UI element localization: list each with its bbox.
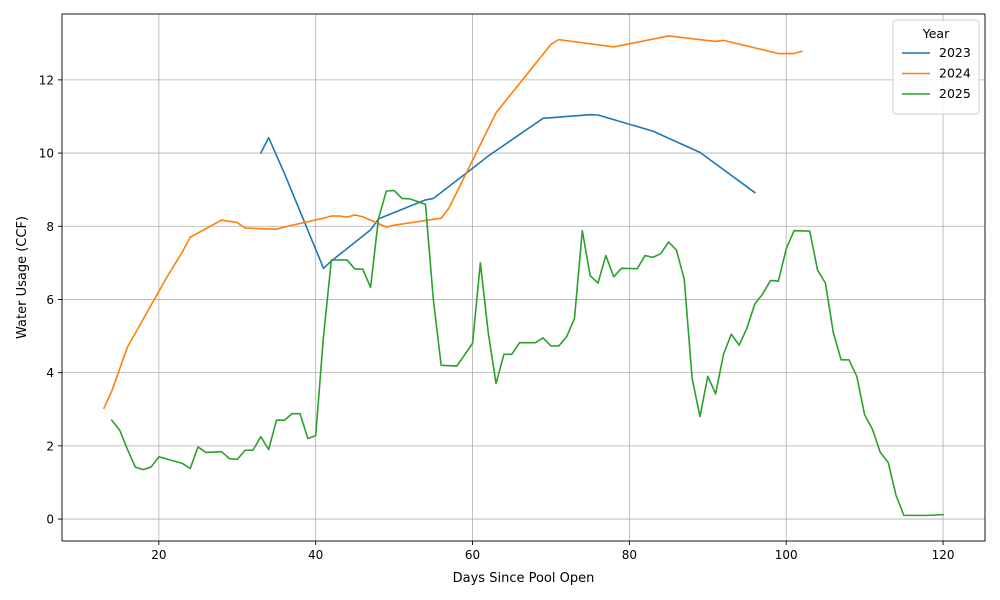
legend-title: Year <box>922 26 950 41</box>
y-tick-label: 10 <box>39 147 54 161</box>
y-tick-label: 12 <box>39 73 54 87</box>
legend-box <box>892 19 980 115</box>
x-tick-label: 100 <box>775 548 798 562</box>
x-tick-label: 40 <box>308 548 323 562</box>
x-tick-label: 80 <box>622 548 637 562</box>
y-tick-label: 0 <box>46 513 54 527</box>
y-tick-label: 6 <box>46 293 54 307</box>
y-tick-label: 4 <box>46 366 54 380</box>
x-tick-label: 120 <box>932 548 955 562</box>
series-layer <box>102 35 944 517</box>
x-tick-label: 60 <box>465 548 480 562</box>
legend: Year 2023 2024 2025 <box>892 19 980 115</box>
series-line-2024 <box>102 35 803 410</box>
series-line-2023 <box>259 113 756 270</box>
legend-label-2025: 2025 <box>939 86 971 101</box>
y-tick-label: 8 <box>46 220 54 234</box>
ticks: 20 40 60 80 100 120 0 2 4 6 8 10 12 <box>39 73 955 562</box>
y-axis-label: Water Usage (CCF) <box>15 216 30 339</box>
series-line-2025 <box>110 189 944 517</box>
legend-label-2024: 2024 <box>939 66 971 81</box>
plot-frame <box>61 13 986 542</box>
y-tick-label: 2 <box>46 439 54 453</box>
x-axis-label: Days Since Pool Open <box>453 571 595 586</box>
x-tick-label: 20 <box>151 548 166 562</box>
legend-label-2023: 2023 <box>939 45 971 60</box>
